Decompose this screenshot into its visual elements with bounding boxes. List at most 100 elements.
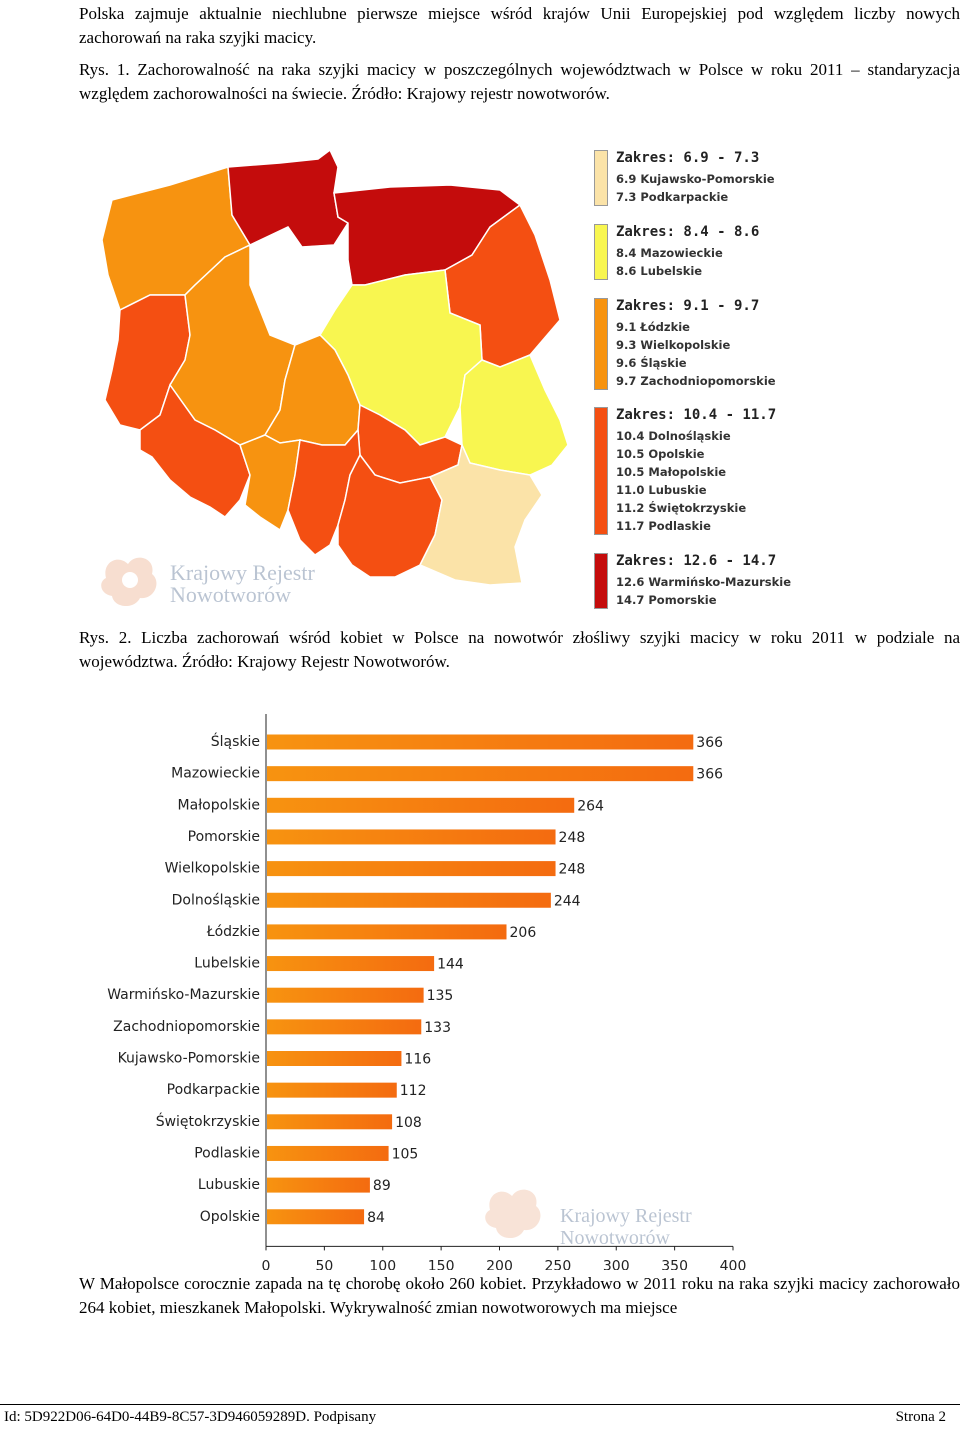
chart-watermark-logo [485,1189,541,1239]
figure-2-caption: Rys. 2. Liczba zachorowań wśród kobiet w… [79,628,960,671]
body-paragraph: W Małopolsce corocznie zapada na tę chor… [79,1274,960,1317]
category-label: Warmińsko-Mazurskie [107,987,260,1003]
bar-value-label: 84 [367,1210,385,1226]
legend-range-title: Zakres: 12.6 - 14.7 [616,553,777,569]
legend-item: 6.9 Kujawsko-Pomorskie [616,172,775,186]
x-tick-label: 150 [428,1258,455,1270]
legend-item: 14.7 Pomorskie [616,593,717,607]
category-label: Kujawsko-Pomorskie [118,1051,260,1067]
legend-item: 12.6 Warmińsko-Mazurskie [616,575,792,589]
category-label: Pomorskie [188,829,260,845]
x-tick-label: 100 [369,1258,396,1270]
bar [267,892,551,908]
x-tick-label: 200 [486,1258,513,1270]
bar [267,1209,365,1225]
page-number: Strona 2 [895,1409,946,1425]
cases-bar-chart: Śląskie 366 Mazowieckie 366 Małopolskie 264 Po… [107,714,747,1270]
category-label: Śląskie [211,732,260,750]
chart-watermark-line1: Krajowy Rejestr [560,1205,692,1227]
category-label: Zachodniopomorskie [113,1019,260,1035]
bar-value-label: 366 [696,735,723,751]
category-label: Podkarpackie [167,1082,260,1098]
map-legend: Zakres: 6.9 - 7.3 6.9 Kujawsko-Pomorskie 7… [594,150,960,620]
category-label: Łódzkie [206,924,260,940]
legend-item: 8.6 Lubelskie [616,264,703,278]
bar [267,1145,389,1161]
legend-swatch [594,224,608,280]
legend-item: 11.0 Lubuskie [616,483,707,497]
x-tick-label: 50 [315,1258,333,1270]
legend-swatch [594,553,608,609]
x-tick-label: 400 [720,1258,747,1270]
map-watermark: Krajowy Rejestr Nowotworów [101,557,315,607]
category-label: Podlaskie [194,1145,260,1161]
bar [267,956,435,972]
bar-value-label: 248 [559,830,586,846]
watermark-line1: Krajowy Rejestr [170,560,315,585]
x-tick-label: 250 [545,1258,572,1270]
bar-value-label: 206 [510,925,537,941]
region-podkarpackie [418,442,543,586]
bar-value-label: 133 [424,1020,451,1036]
bar-value-label: 248 [559,862,586,878]
legend-range-title: Zakres: 9.1 - 9.7 [616,298,760,314]
bar-value-label: 264 [577,798,604,814]
bar [267,924,507,940]
page-footer: Id: 5D922D06-64D0-44B9-8C57-3D946059289D… [0,1404,960,1429]
legend-item: 9.6 Śląskie [616,356,687,370]
category-label: Małopolskie [178,797,260,813]
bar-value-label: 89 [373,1178,391,1194]
legend-item: 10.5 Małopolskie [616,465,727,479]
legend-item: 8.4 Mazowieckie [616,246,723,260]
bar [267,766,694,782]
region-lubelskie [459,354,569,476]
bar [267,1082,397,1098]
legend-range-title: Zakres: 6.9 - 7.3 [616,150,760,166]
bar-value-label: 144 [437,957,464,973]
legend-item: 10.4 Dolnośląskie [616,429,731,443]
bar-value-label: 135 [427,988,454,1004]
legend-item: 9.7 Zachodniopomorskie [616,374,776,388]
bar-value-label: 105 [392,1146,419,1162]
legend-swatch [594,298,608,390]
category-label: Mazowieckie [171,766,260,782]
document-id: Id: 5D922D06-64D0-44B9-8C57-3D946059289D… [4,1409,377,1425]
chart-watermark-line2: Nowotworów [560,1227,671,1249]
legend-swatch [594,407,608,535]
bar [267,1051,402,1066]
legend-range-title: Zakres: 10.4 - 11.7 [616,407,777,423]
category-label: Świętokrzyskie [156,1112,260,1130]
voivodeship-map [101,148,569,586]
bar [267,861,556,877]
figure-1-caption: Rys. 1. Zachorowalność na raka szyjki ma… [79,60,960,103]
x-tick-label: 0 [262,1258,271,1270]
bar-value-label: 116 [404,1052,431,1068]
bar [267,1019,422,1035]
x-tick-label: 350 [661,1258,688,1270]
bar [267,734,694,750]
category-label: Lubuskie [198,1177,260,1193]
watermark-line2: Nowotworów [170,582,291,607]
bar-value-label: 244 [554,893,581,909]
legend-item: 9.1 Łódzkie [616,320,690,334]
bar [267,1177,370,1193]
legend-item: 11.7 Podlaskie [616,519,711,533]
bar-value-label: 112 [400,1083,427,1099]
category-label: Opolskie [200,1209,260,1225]
chart-watermark-shape [485,1189,541,1239]
legend-item: 10.5 Opolskie [616,447,705,461]
bar [267,829,556,845]
category-label: Dolnośląskie [172,892,260,908]
bar-value-label: 108 [395,1115,422,1131]
legend-item: 9.3 Wielkopolskie [616,338,731,352]
legend-range-title: Zakres: 8.4 - 8.6 [616,224,760,240]
legend-item: 11.2 Świętokrzyskie [616,501,747,515]
x-tick-label: 300 [603,1258,630,1270]
intro-paragraph: Polska zajmuje aktualnie niechlubne pier… [79,4,960,47]
legend-swatch [594,150,608,206]
bar-value-label: 366 [696,767,723,783]
bar [267,1114,393,1130]
category-label: Wielkopolskie [165,861,260,877]
bar [267,797,575,813]
legend-item: 7.3 Podkarpackie [616,190,729,204]
